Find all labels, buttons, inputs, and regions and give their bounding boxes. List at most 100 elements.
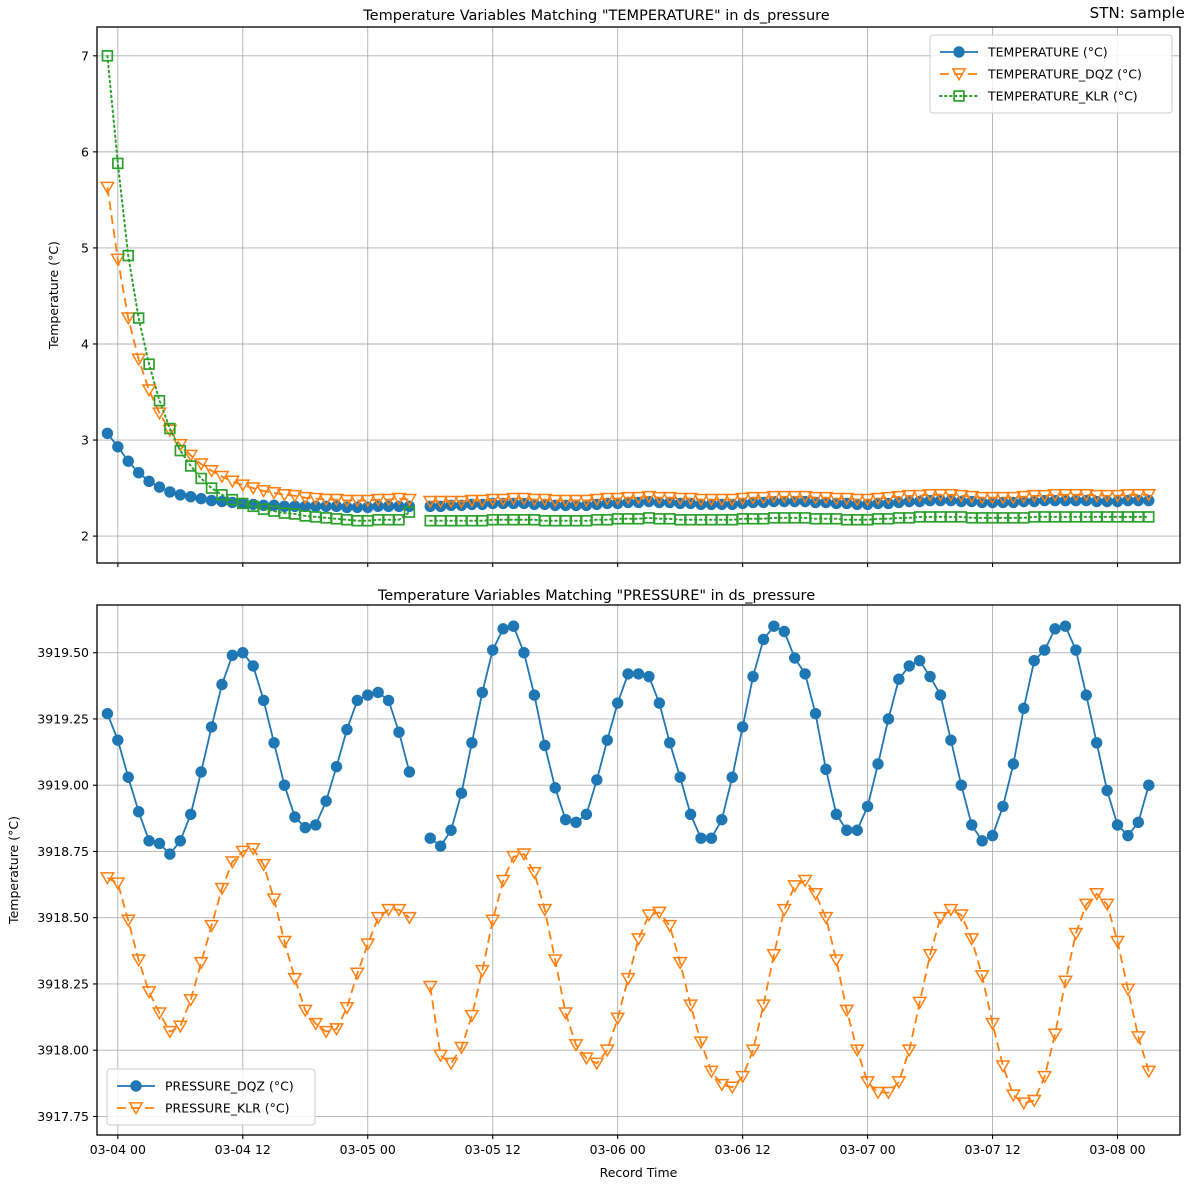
data-point-marker: [651, 906, 667, 920]
data-point-marker: [112, 441, 124, 453]
data-point-marker: [393, 726, 405, 738]
data-point-marker: [195, 766, 207, 778]
x-tick-label: 03-06 12: [715, 1142, 771, 1157]
data-point-marker: [122, 455, 134, 467]
legend: TEMPERATURE (°C) TEMPERATURE_DQZ (°C) TEMP…: [929, 34, 1173, 114]
x-tick-label: 03-04 00: [90, 1142, 146, 1157]
y-tick-label: 4: [81, 336, 89, 351]
data-point-marker: [662, 919, 678, 933]
data-point-marker: [120, 914, 136, 928]
data-point-marker: [183, 449, 199, 463]
series-line: [106, 651, 411, 856]
y-axis-label: Temperature (°C): [6, 816, 21, 925]
data-point-marker: [120, 312, 136, 326]
series-0: [101, 427, 1155, 513]
data-point-marker: [1132, 816, 1145, 829]
data-point-marker: [184, 460, 197, 472]
data-point-marker: [1028, 654, 1040, 667]
data-point-marker: [518, 647, 530, 659]
data-point-marker: [143, 475, 155, 488]
data-point-marker: [464, 494, 480, 508]
series-2: [101, 50, 1155, 527]
data-point-marker: [830, 808, 843, 821]
data-point-marker: [747, 670, 759, 683]
legend-label[interactable]: TEMPERATURE (°C): [987, 45, 1108, 60]
data-point-marker: [131, 353, 147, 367]
legend-label[interactable]: TEMPERATURE_KLR (°C): [987, 89, 1138, 104]
data-point-marker: [257, 694, 270, 707]
data-point-marker: [131, 954, 147, 968]
data-point-marker: [945, 734, 957, 746]
data-point-marker: [724, 493, 740, 507]
legend-label[interactable]: TEMPERATURE_DQZ (°C): [987, 67, 1142, 82]
data-point-marker: [1111, 819, 1124, 831]
data-point-marker: [112, 734, 124, 746]
data-point-marker: [736, 721, 749, 733]
data-point-marker: [674, 771, 686, 783]
data-point-marker: [568, 494, 584, 508]
data-point-marker: [308, 1017, 324, 1031]
data-point-marker: [289, 811, 301, 823]
data-point-marker: [278, 779, 291, 791]
data-point-marker: [507, 620, 520, 632]
data-point-marker: [912, 996, 928, 1010]
data-point-marker: [172, 1020, 188, 1034]
data-point-marker: [684, 808, 697, 821]
data-point-marker: [266, 893, 282, 907]
data-point-marker: [330, 760, 343, 773]
y-axis-label: Temperature (°C): [46, 241, 61, 350]
data-point-marker: [256, 858, 272, 872]
data-point-marker: [341, 723, 353, 736]
data-point-marker: [1026, 489, 1042, 503]
y-tick-label: 3918.00: [37, 1043, 89, 1058]
y-tick-label: 6: [81, 144, 89, 159]
data-point-marker: [1120, 488, 1136, 502]
data-point-marker: [1143, 511, 1155, 523]
data-point-marker: [256, 485, 272, 499]
data-point-marker: [953, 489, 969, 503]
data-point-marker: [703, 1065, 719, 1079]
data-point-marker: [641, 909, 657, 923]
data-point-marker: [955, 779, 968, 791]
data-point-marker: [995, 491, 1011, 505]
data-point-marker: [828, 954, 844, 968]
series-1: [99, 842, 1157, 1111]
data-point-marker: [299, 821, 311, 834]
data-point-marker: [1099, 898, 1115, 912]
data-point-marker: [778, 625, 790, 638]
data-point-marker: [339, 1001, 355, 1015]
data-point-marker: [297, 1004, 313, 1018]
data-point-marker: [841, 824, 853, 836]
data-point-marker: [247, 660, 259, 672]
data-point-marker: [1016, 1097, 1032, 1111]
data-point-marker: [268, 737, 280, 749]
data-point-marker: [985, 491, 1001, 505]
legend-label[interactable]: PRESSURE_DQZ (°C): [165, 1079, 294, 1094]
data-point-marker: [683, 492, 699, 506]
series-line: [430, 493, 1149, 503]
data-point-marker: [951, 68, 967, 82]
data-point-marker: [924, 670, 936, 683]
data-point-marker: [339, 494, 355, 508]
pressure-chart: 3917.75 3918.00 3918.25 3918.50 3918.75 3919.…: [6, 604, 1181, 1180]
legend-label[interactable]: PRESSURE_KLR (°C): [165, 1101, 290, 1116]
data-point-marker: [153, 481, 166, 493]
data-point-marker: [464, 1009, 480, 1023]
data-point-marker: [891, 490, 907, 504]
data-point-marker: [797, 874, 813, 888]
data-point-marker: [966, 819, 978, 831]
data-point-marker: [537, 903, 553, 917]
data-point-marker: [641, 490, 657, 504]
data-point-marker: [808, 888, 824, 901]
data-point-marker: [578, 1052, 594, 1066]
x-tick-label: 03-05 00: [340, 1142, 396, 1157]
data-point-marker: [599, 1044, 615, 1058]
data-point-marker: [276, 488, 292, 502]
data-point-marker: [1130, 488, 1146, 502]
data-point-marker: [401, 911, 417, 925]
data-point-marker: [809, 707, 822, 720]
data-point-marker: [860, 493, 876, 507]
data-point-marker: [1068, 488, 1084, 502]
data-point-marker: [922, 488, 938, 502]
